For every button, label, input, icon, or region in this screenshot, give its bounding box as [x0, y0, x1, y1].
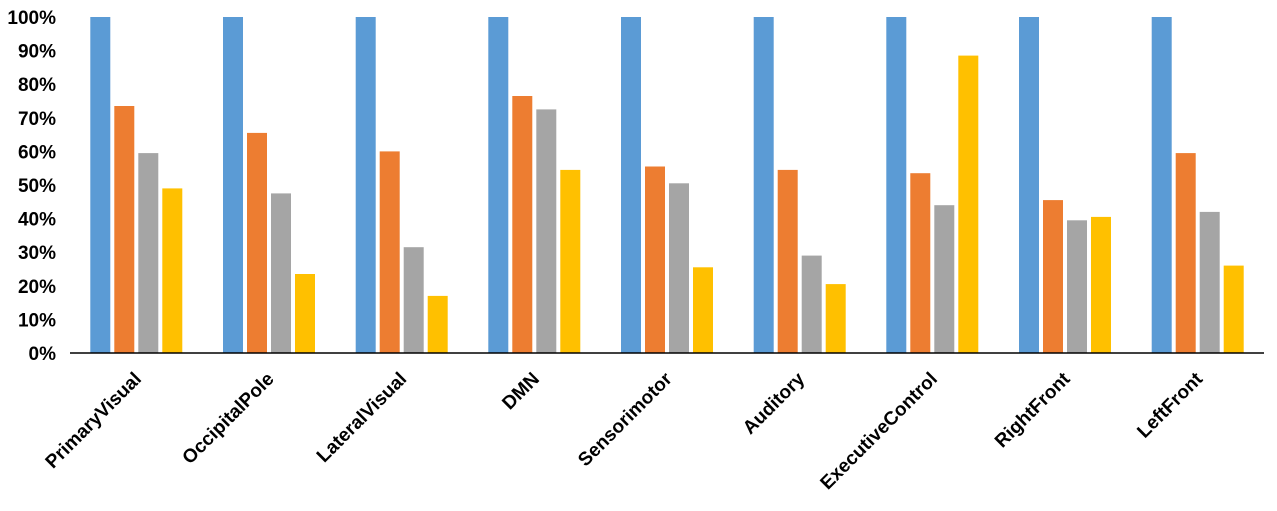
- bar: [1223, 265, 1244, 353]
- x-axis-labels: PrimaryVisual OccipitalPole LateralVisual D…: [42, 368, 1208, 494]
- x-tick-label: LeftFront: [1133, 368, 1207, 442]
- bar: [247, 132, 267, 353]
- bar: [90, 17, 111, 353]
- bar: [1067, 220, 1087, 353]
- bar: [223, 17, 243, 353]
- x-tick-label: LateralVisual: [313, 369, 411, 467]
- bar: [693, 267, 713, 353]
- bars: [90, 17, 1244, 354]
- bar: [669, 183, 689, 353]
- bar: [355, 17, 376, 353]
- bar: [379, 151, 400, 353]
- bar: [621, 17, 641, 353]
- y-tick-label: 20%: [18, 277, 56, 298]
- x-tick-label: Sensorimotor: [574, 368, 677, 471]
- bar: [1019, 17, 1039, 353]
- bar: [886, 17, 907, 353]
- bar: [1043, 200, 1063, 353]
- bar: [958, 55, 979, 353]
- bar: [295, 274, 315, 353]
- bar: [138, 153, 159, 353]
- x-tick-label: RightFront: [991, 368, 1075, 452]
- y-tick-label: 100%: [7, 8, 56, 29]
- x-tick-label: PrimaryVisual: [42, 369, 146, 473]
- bar: [114, 106, 135, 353]
- bar: [753, 17, 774, 353]
- y-tick-label: 10%: [18, 310, 56, 331]
- bar: [403, 247, 424, 353]
- y-tick-label: 0%: [29, 344, 57, 365]
- bar: [488, 17, 509, 353]
- bar: [536, 109, 557, 354]
- bar: [560, 169, 581, 353]
- bar: [825, 284, 846, 353]
- y-axis-ticks: 0% 10% 20% 30% 40% 50% 60% 70% 80% 90% 100%: [7, 8, 56, 365]
- y-tick-label: 60%: [18, 142, 56, 163]
- bar: [162, 188, 183, 353]
- bar: [512, 96, 533, 353]
- bar: [427, 295, 448, 353]
- bar: [801, 255, 822, 353]
- bar: [1175, 153, 1196, 353]
- y-tick-label: 70%: [18, 109, 56, 130]
- bar: [1199, 211, 1220, 353]
- bar: [271, 193, 291, 353]
- bar: [645, 166, 665, 353]
- y-tick-label: 90%: [18, 42, 56, 63]
- y-tick-label: 50%: [18, 176, 56, 197]
- y-tick-label: 40%: [18, 210, 56, 231]
- bar: [1091, 216, 1111, 353]
- x-tick-label: DMN: [498, 369, 543, 414]
- bar: [1151, 17, 1172, 353]
- bar: [934, 205, 955, 353]
- bar: [910, 173, 931, 353]
- bar: [777, 169, 798, 353]
- x-tick-label: OccipitalPole: [179, 369, 279, 469]
- y-tick-label: 30%: [18, 243, 56, 264]
- x-tick-label: Auditory: [739, 368, 809, 438]
- x-tick-label: ExecutiveControl: [817, 369, 942, 494]
- y-tick-label: 80%: [18, 75, 56, 96]
